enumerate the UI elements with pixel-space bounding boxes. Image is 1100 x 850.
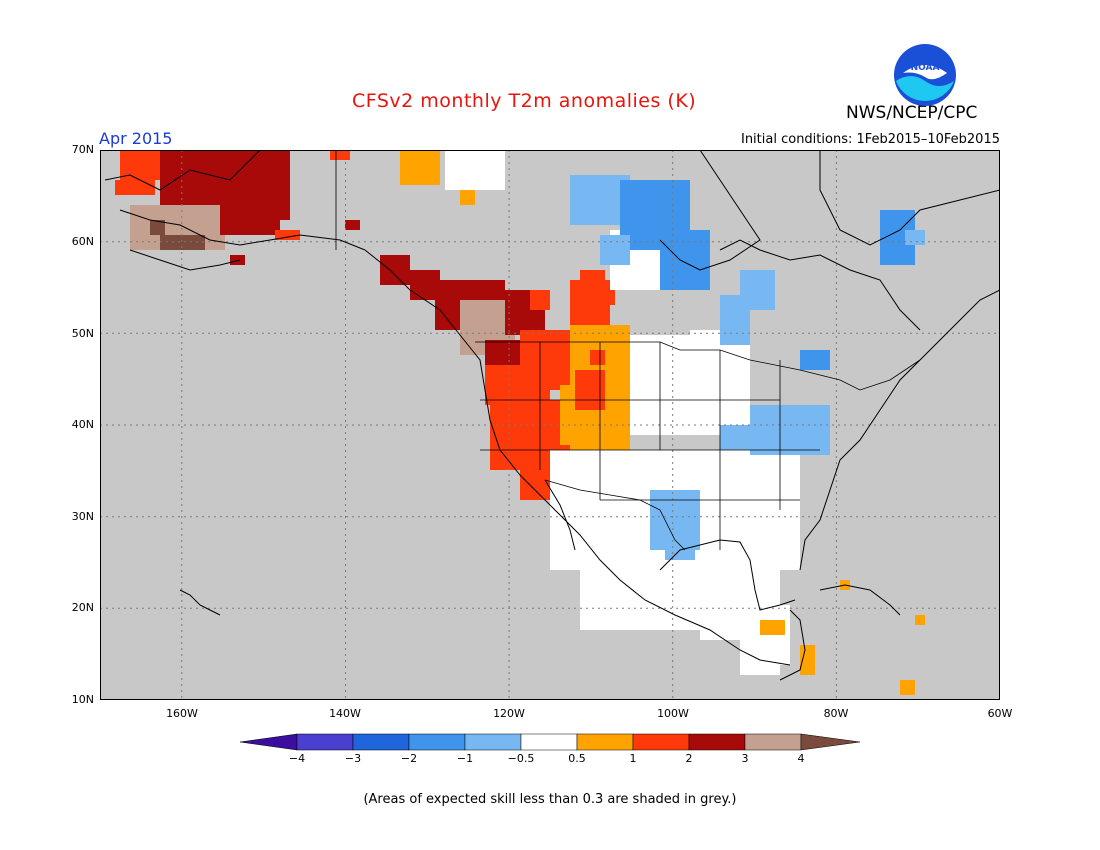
chart-title: CFSv2 monthly T2m anomalies (K) xyxy=(352,90,697,112)
lat-tick: 60N xyxy=(71,235,94,248)
colorbar-arrow-warm xyxy=(800,733,860,751)
colorbar-tick: 2 xyxy=(685,752,693,765)
colorbar xyxy=(240,733,860,751)
skill-footnote: (Areas of expected skill less than 0.3 a… xyxy=(363,792,737,807)
lat-tick: 50N xyxy=(71,327,94,340)
colorbar-tick: −2 xyxy=(400,752,418,765)
logo-text: NOAA xyxy=(911,63,940,73)
lat-tick: 70N xyxy=(71,143,94,156)
colorbar-tick: 4 xyxy=(797,752,805,765)
lon-tick: 80W xyxy=(823,707,849,720)
lon-tick: 120W xyxy=(493,707,525,720)
colorbar-tick: 1 xyxy=(629,752,637,765)
colorbar-tick: 0.5 xyxy=(568,752,586,765)
anomaly-map xyxy=(100,150,1000,700)
lon-tick: 160W xyxy=(166,707,198,720)
colorbar-arrow-cold xyxy=(240,733,298,751)
colorbar-tick: −3 xyxy=(344,752,362,765)
colorbar-tick: 3 xyxy=(741,752,749,765)
noaa-logo: NOAA xyxy=(894,44,956,106)
political-borders xyxy=(335,150,921,551)
coastlines xyxy=(104,150,1000,681)
lat-tick: 10N xyxy=(71,693,94,706)
lon-tick: 60W xyxy=(987,707,1013,720)
agency-label: NWS/NCEP/CPC xyxy=(846,103,978,123)
lon-tick: 140W xyxy=(329,707,361,720)
colorbar-tick: −4 xyxy=(288,752,306,765)
lat-tick: 20N xyxy=(71,601,94,614)
anomaly-shading xyxy=(115,150,925,695)
initial-conditions: Initial conditions: 1Feb2015–10Feb2015 xyxy=(740,132,1000,147)
lat-tick: 40N xyxy=(71,418,94,431)
lon-tick: 100W xyxy=(657,707,689,720)
forecast-month: Apr 2015 xyxy=(99,129,173,148)
colorbar-tick: −1 xyxy=(456,752,474,765)
lat-tick: 30N xyxy=(71,510,94,523)
colorbar-tick: −0.5 xyxy=(507,752,535,765)
